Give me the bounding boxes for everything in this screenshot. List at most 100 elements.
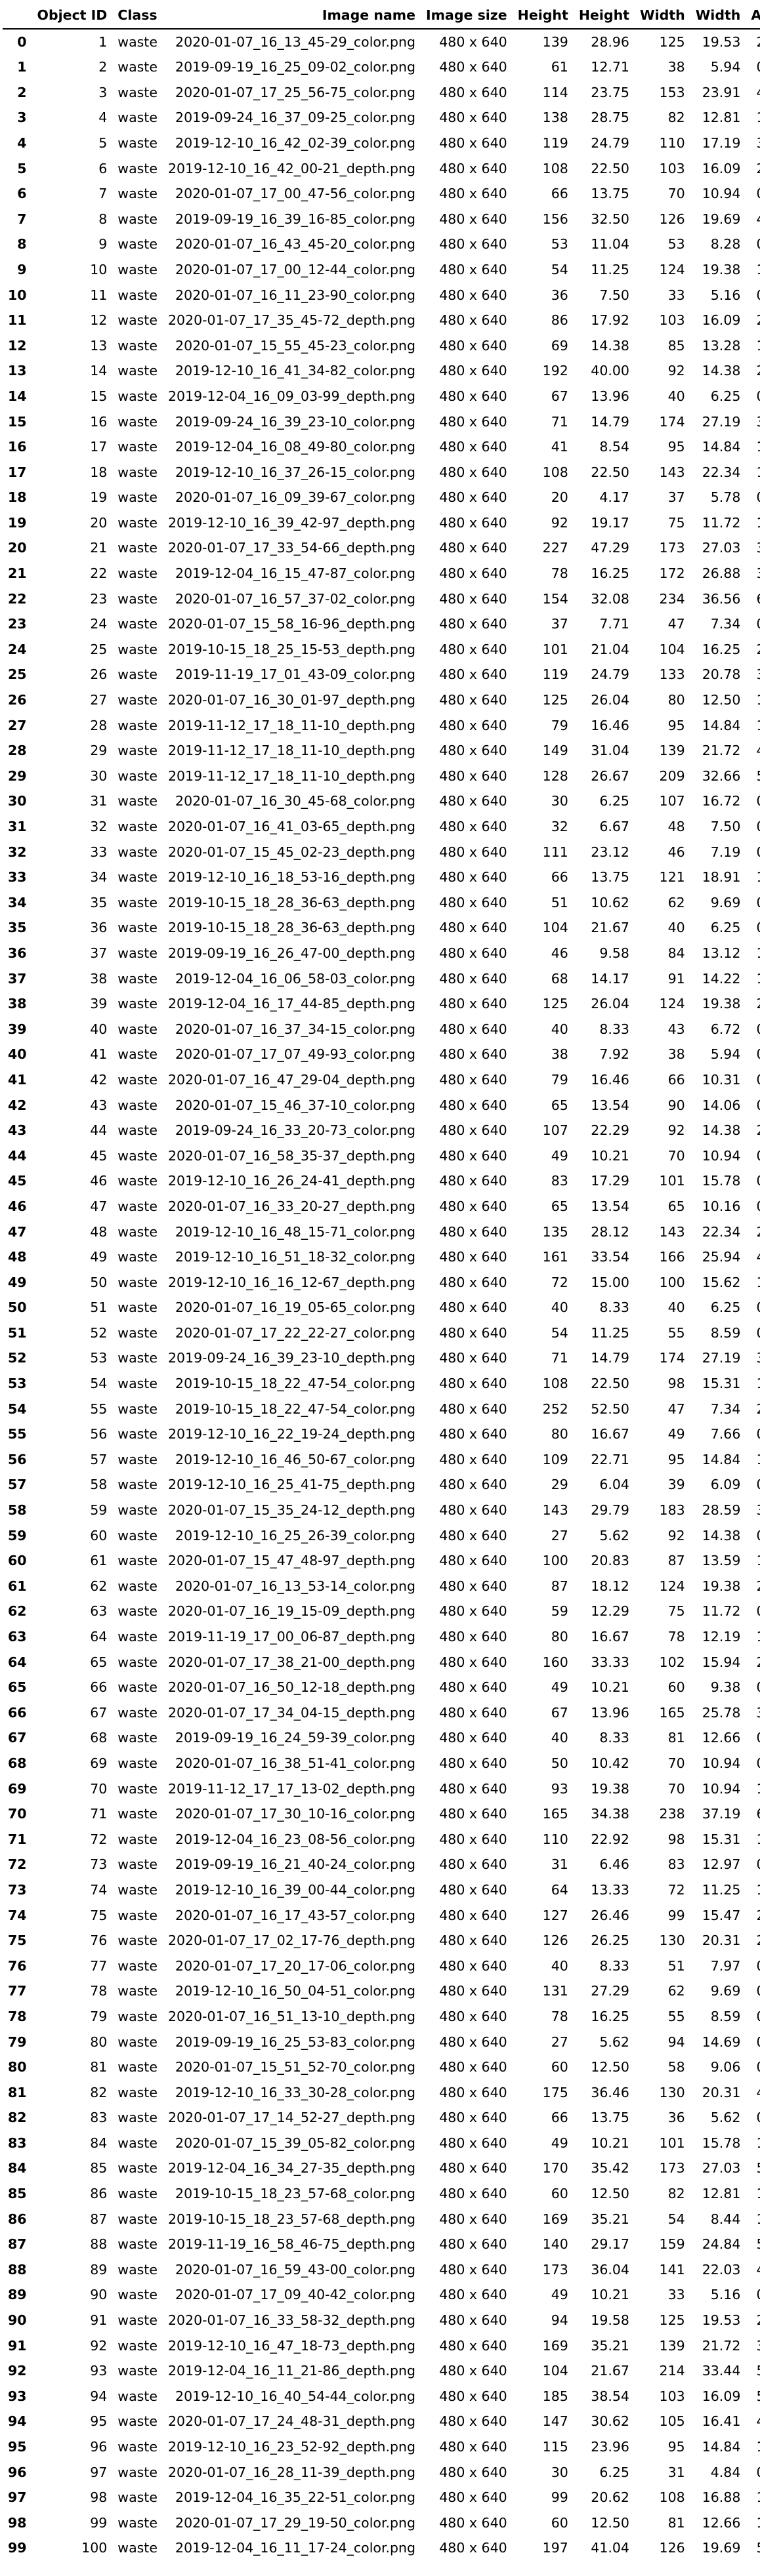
cell-area: 1.12 xyxy=(746,1624,760,1650)
cell-height-pct: 10.21 xyxy=(591,1679,629,1696)
cell-row-index: 14 xyxy=(8,388,27,404)
cell-class: waste xyxy=(117,186,158,202)
cell-image-name: 2020-01-07_16_28_11-39_depth.png xyxy=(167,2464,416,2480)
cell-height-pct: 26.67 xyxy=(591,767,629,784)
cell-image-name: 2019-10-15_18_22_47-54_color.png xyxy=(175,1400,416,1417)
cell-width-px: 40 xyxy=(667,1299,685,1316)
cell-width-pct: 11.72 xyxy=(702,1603,741,1620)
cell-height-pct: 13.96 xyxy=(591,388,629,404)
table-row: 55 56 waste 2019-12-10_16_22_19-24_depth.pn… xyxy=(3,1421,760,1447)
cell-image-size: 480 x 640 xyxy=(439,641,507,657)
cell-width-px: 153 xyxy=(659,84,685,100)
cell-image-name: 2020-01-07_16_50_12-18_depth.png xyxy=(167,1679,416,1696)
cell-width-px: 85 xyxy=(667,337,685,354)
cell-area: 0.41 xyxy=(746,814,760,840)
cell-class: waste xyxy=(117,1755,158,1771)
cell-height-pct: 19.17 xyxy=(591,514,629,531)
cell-height-px: 71 xyxy=(551,413,568,430)
cell-width-px: 58 xyxy=(667,2059,685,2075)
cell-width-px: 103 xyxy=(659,160,685,176)
cell-width-pct: 7.34 xyxy=(710,1400,741,1417)
cell-area: 0.79 xyxy=(746,1194,760,1219)
cell-row-index: 66 xyxy=(8,1704,27,1721)
cell-area: 2.05 xyxy=(746,1219,760,1245)
cell-object-id: 63 xyxy=(90,1603,108,1620)
cell-class: waste xyxy=(117,2287,158,2303)
cell-class: waste xyxy=(117,1451,158,1467)
cell-width-px: 121 xyxy=(659,869,685,886)
cell-area: 0.93 xyxy=(746,840,760,865)
cell-image-size: 480 x 640 xyxy=(439,2413,507,2430)
cell-width-pct: 28.59 xyxy=(702,1502,741,1519)
cell-image-size: 480 x 640 xyxy=(439,236,507,253)
cell-class: waste xyxy=(117,2312,158,2329)
cell-image-name: 2020-01-07_15_47_48-97_depth.png xyxy=(167,1553,416,1569)
cell-image-name: 2019-09-19_16_26_47-00_depth.png xyxy=(167,945,416,961)
cell-area: 1.04 xyxy=(746,1270,760,1296)
cell-object-id: 74 xyxy=(90,1881,108,1898)
cell-width-px: 87 xyxy=(667,1553,685,1569)
table-row: 9 10 waste 2020-01-07_17_00_12-44_color.png… xyxy=(3,257,760,283)
cell-width-pct: 6.72 xyxy=(710,1021,741,1037)
table-row: 40 41 waste 2020-01-07_17_07_49-93_color.pn… xyxy=(3,1042,760,1067)
cell-height-px: 147 xyxy=(542,2413,568,2430)
cell-image-size: 480 x 640 xyxy=(439,1350,507,1366)
cell-class: waste xyxy=(117,996,158,1012)
table-row: 53 54 waste 2019-10-15_18_22_47-54_color.pn… xyxy=(3,1371,760,1397)
cell-class: waste xyxy=(117,565,158,582)
cell-class: waste xyxy=(117,920,158,936)
cell-width-px: 124 xyxy=(659,261,685,277)
cell-width-px: 159 xyxy=(659,2236,685,2253)
cell-image-size: 480 x 640 xyxy=(439,134,507,151)
cell-height-pct: 21.67 xyxy=(591,920,629,936)
cell-row-index: 42 xyxy=(8,1097,27,1113)
cell-class: waste xyxy=(117,2337,158,2354)
cell-height-pct: 33.33 xyxy=(591,1654,629,1670)
cell-width-pct: 37.19 xyxy=(702,1806,741,1822)
cell-object-id: 4 xyxy=(98,110,108,126)
cell-width-px: 165 xyxy=(659,1704,685,1721)
cell-image-name: 2019-09-24_16_39_23-10_depth.png xyxy=(167,1350,416,1366)
cell-width-px: 92 xyxy=(667,1122,685,1139)
cell-object-id: 38 xyxy=(90,970,108,987)
cell-area: 4.40 xyxy=(746,2080,760,2106)
cell-area: 0.36 xyxy=(746,2030,760,2055)
cell-row-index: 41 xyxy=(8,1071,27,1088)
cell-height-px: 60 xyxy=(551,2186,568,2202)
cell-class: waste xyxy=(117,945,158,961)
table-row: 65 66 waste 2020-01-07_16_50_12-18_depth.pn… xyxy=(3,1675,760,1700)
cell-height-px: 83 xyxy=(551,1173,568,1189)
cell-area: 3.56 xyxy=(746,409,760,435)
cell-width-pct: 9.69 xyxy=(710,1983,741,1999)
cell-row-index: 55 xyxy=(8,1426,27,1442)
cell-height-px: 38 xyxy=(551,1046,568,1063)
cell-image-name: 2019-12-10_16_42_02-39_color.png xyxy=(175,134,416,151)
data-table: Object ID Class Image name Image size Height… xyxy=(3,3,760,2561)
table-row: 60 61 waste 2020-01-07_15_47_48-97_depth.pn… xyxy=(3,1548,760,1574)
cell-height-pct: 40.00 xyxy=(591,363,629,379)
cell-row-index: 37 xyxy=(8,970,27,987)
cell-class: waste xyxy=(117,134,158,151)
height-pct-header: Height xyxy=(573,3,635,30)
cell-row-index: 76 xyxy=(8,1957,27,1974)
cell-image-size: 480 x 640 xyxy=(439,970,507,987)
cell-class: waste xyxy=(117,616,158,632)
table-row: 58 59 waste 2020-01-07_15_35_24-12_depth.pn… xyxy=(3,1498,760,1523)
cell-height-pct: 35.21 xyxy=(591,2211,629,2227)
cell-height-px: 67 xyxy=(551,1704,568,1721)
cell-height-px: 32 xyxy=(551,819,568,834)
cell-object-id: 77 xyxy=(90,1957,108,1974)
cell-width-pct: 24.84 xyxy=(702,2236,741,2253)
cell-height-px: 40 xyxy=(551,1299,568,1316)
cell-area: 2.66 xyxy=(746,2308,760,2333)
cell-height-pct: 11.04 xyxy=(591,236,629,253)
cell-image-name: 2019-10-15_18_28_36-63_depth.png xyxy=(167,894,416,910)
cell-height-px: 104 xyxy=(542,2363,568,2379)
table-row: 25 26 waste 2019-11-19_17_01_43-09_color.pn… xyxy=(3,662,760,687)
cell-class: waste xyxy=(117,1704,158,1721)
cell-height-pct: 22.50 xyxy=(591,160,629,176)
cell-height-pct: 52.50 xyxy=(591,1400,629,1417)
cell-object-id: 61 xyxy=(90,1553,108,1569)
cell-object-id: 35 xyxy=(90,894,108,910)
cell-height-px: 125 xyxy=(542,996,568,1012)
